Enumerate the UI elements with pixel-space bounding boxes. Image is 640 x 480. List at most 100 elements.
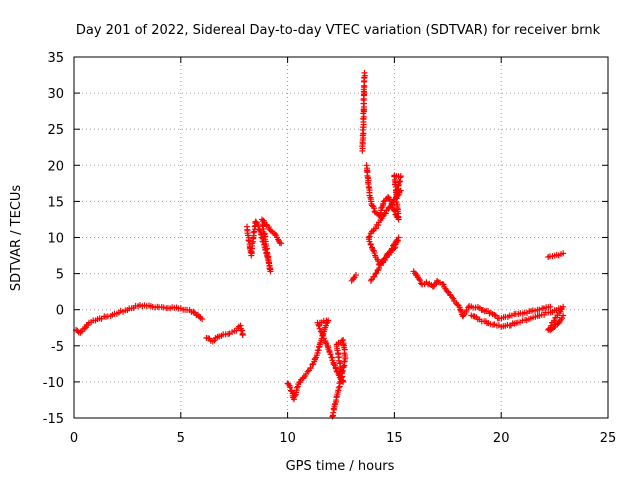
data-point: [238, 327, 245, 334]
data-point: [75, 329, 82, 336]
x-tick-label: 25: [600, 431, 617, 446]
data-point: [549, 319, 556, 326]
y-tick-label: 35: [47, 51, 64, 66]
x-axis-label: GPS time / hours: [286, 459, 395, 474]
data-point: [428, 282, 435, 289]
data-point: [270, 229, 277, 236]
axis-ticks: 0 5 10 15 20 25 -15 -10 -5 0 5 10 15 20 25 30 35: [43, 51, 617, 446]
data-point: [113, 310, 120, 317]
data-point: [373, 270, 380, 277]
data-point: [553, 306, 560, 313]
data-point: [384, 250, 391, 257]
data-point: [316, 325, 323, 332]
data-point: [333, 343, 340, 350]
data-point: [491, 321, 498, 328]
series-seg1: [73, 302, 206, 336]
x-tick-label: 0: [70, 431, 78, 446]
data-point: [470, 304, 477, 311]
data-point: [329, 354, 336, 361]
data-point: [380, 200, 387, 207]
data-point: [322, 324, 329, 331]
series-seg2: [203, 322, 246, 345]
data-point: [330, 361, 337, 368]
data-point: [351, 274, 358, 281]
y-tick-label: 0: [56, 304, 64, 319]
y-tick-label: 20: [47, 159, 64, 174]
data-point: [88, 319, 95, 326]
data-point: [374, 267, 381, 274]
data-point: [390, 242, 397, 249]
data-point: [214, 333, 221, 340]
data-point: [250, 229, 257, 236]
data-point: [415, 275, 422, 282]
y-tick-label: 10: [47, 232, 64, 247]
data-point: [383, 207, 390, 214]
data-point: [360, 130, 367, 137]
data-point: [331, 406, 338, 413]
data-point: [536, 312, 543, 319]
data-point: [327, 351, 334, 358]
data-point: [367, 240, 374, 247]
data-point: [530, 314, 537, 321]
data-point: [313, 352, 320, 359]
data-point: [350, 274, 357, 281]
y-tick-label: -5: [51, 340, 64, 355]
data-point: [391, 241, 398, 248]
chart-title: Day 201 of 2022, Sidereal Day-to-day VTE…: [76, 23, 601, 38]
data-point: [158, 303, 165, 310]
data-point: [107, 313, 114, 320]
data-point: [549, 308, 556, 315]
data-point: [372, 270, 379, 277]
data-point: [311, 355, 318, 362]
data-point: [226, 330, 233, 337]
series-seg3: [244, 216, 285, 275]
data-point: [393, 193, 400, 200]
data-point: [523, 317, 530, 324]
data-point: [506, 312, 513, 319]
data-point: [267, 266, 274, 273]
x-tick-label: 20: [493, 431, 510, 446]
data-point: [293, 384, 300, 391]
data-point: [231, 327, 238, 334]
data-point: [367, 230, 374, 237]
data-point: [370, 205, 377, 212]
data-point: [371, 250, 378, 257]
data-point: [457, 307, 464, 314]
data-point: [375, 266, 382, 273]
data-point: [549, 325, 556, 332]
y-tick-label: 15: [47, 195, 64, 210]
data-point: [239, 330, 246, 337]
data-point: [539, 305, 546, 312]
data-point: [425, 281, 432, 288]
data-point: [360, 121, 367, 128]
data-point: [396, 179, 403, 186]
data-point: [555, 252, 562, 259]
data-point: [394, 192, 401, 199]
x-tick-label: 10: [279, 431, 296, 446]
series-seg8: [545, 250, 567, 260]
data-point: [132, 302, 139, 309]
data-point: [307, 365, 314, 372]
x-tick-label: 15: [386, 431, 403, 446]
data-point: [85, 322, 92, 329]
data-point: [532, 307, 539, 314]
y-tick-label: 25: [47, 123, 64, 138]
data-point: [287, 387, 294, 394]
y-tick-label: 30: [47, 87, 64, 102]
series-seg5: [348, 69, 404, 284]
data-point: [361, 72, 368, 79]
data-point: [197, 314, 204, 321]
data-point: [519, 310, 526, 317]
data-point: [560, 312, 567, 319]
data-point: [336, 383, 343, 390]
data-point: [196, 313, 203, 320]
data-point: [276, 239, 283, 246]
y-axis-label: SDTVAR / TECUs: [9, 185, 24, 292]
y-tick-label: -10: [43, 376, 64, 391]
data-point: [373, 210, 380, 217]
data-point: [517, 319, 524, 326]
data-point: [275, 236, 282, 243]
data-point: [511, 320, 518, 327]
data-point: [559, 315, 566, 322]
data-point: [473, 314, 480, 321]
